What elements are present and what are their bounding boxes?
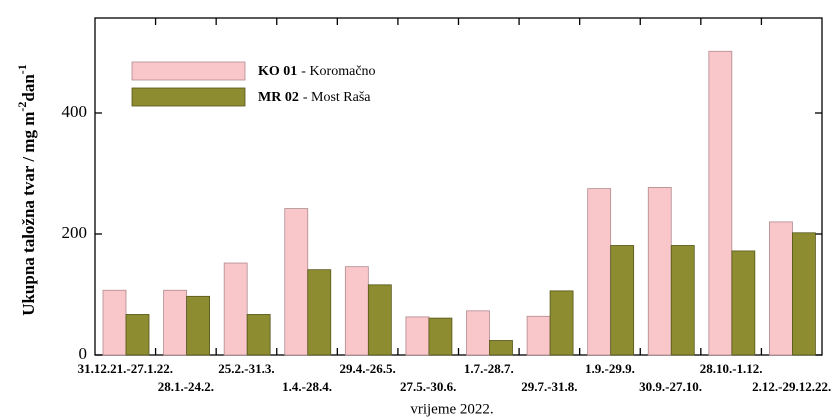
bar [428,317,453,356]
bar [223,262,248,356]
x-tick-label: 1.9.-29.9. [585,361,635,376]
legend-desc: - Most Raša [303,90,371,105]
bar [102,289,127,356]
y-label-text: Ukupna taložna tvar / mg m [19,112,38,316]
bar [610,245,635,356]
bar [769,221,793,356]
x-tick-label: 29.4.-26.5. [339,361,395,376]
y-label-superscript: -1 [15,64,29,74]
bar [526,315,551,356]
bar [647,187,672,356]
bar [125,314,150,356]
x-tick-label: 28.10.-1.12. [700,361,763,376]
bar [466,310,490,356]
y-tick-label: 200 [62,223,88,242]
x-tick-label: 30.9.-27.10. [639,379,702,394]
legend-name: KO 01 [258,64,297,79]
x-tick-label: 27.5.-30.6. [400,379,456,394]
y-label-text: dan [19,74,38,102]
x-tick-label: 1.4.-28.4. [282,379,332,394]
x-tick-label: 28.1.-24.2. [158,379,214,394]
legend-swatch [131,61,246,81]
bar [186,295,210,356]
bar [549,290,574,356]
bar [670,245,695,356]
bar [163,289,187,356]
legend-label: KO 01 - Koromačno [258,64,376,79]
x-tick-label: 2.12.-29.12.22. [752,379,831,394]
bar [708,50,733,356]
bar [344,266,369,356]
bar [731,250,756,356]
x-tick-label: 25.2.-31.3. [218,361,274,376]
bar [307,269,332,356]
bar [246,314,271,356]
bar [489,340,513,356]
y-tick-label: 0 [79,344,88,363]
x-tick-label: 29.7.-31.8. [521,379,577,394]
bar [284,208,309,356]
bar [367,284,392,356]
x-tick-label: 31.12.21.-27.1.22. [78,361,173,376]
bar [405,316,430,356]
bar [792,232,816,356]
y-label-superscript: -2 [15,102,29,112]
legend-label: MR 02 - Most Raša [258,90,371,105]
y-tick-label: 400 [62,102,88,121]
legend-desc: - Koromačno [301,64,375,79]
x-tick-label: 1.7.-28.7. [464,361,514,376]
bar [587,188,612,356]
legend-name: MR 02 [258,90,299,105]
x-axis-label: vrijeme 2022. [410,401,493,417]
y-axis-label: Ukupna taložna tvar / mg m-2dan-1 [15,64,38,316]
legend-swatch [131,87,246,107]
